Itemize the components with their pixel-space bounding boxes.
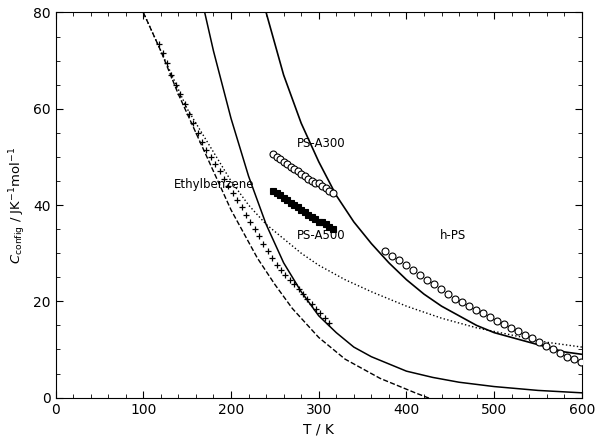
Text: PS-A500: PS-A500 (297, 229, 346, 242)
Text: h-PS: h-PS (440, 229, 466, 242)
Text: Ethylbenzene: Ethylbenzene (174, 178, 255, 191)
X-axis label: T / K: T / K (303, 422, 334, 436)
Y-axis label: $C_{\mathrm{config}}$ / JK$^{-1}$mol$^{-1}$: $C_{\mathrm{config}}$ / JK$^{-1}$mol$^{-… (7, 147, 28, 264)
Text: PS-A300: PS-A300 (297, 137, 346, 150)
